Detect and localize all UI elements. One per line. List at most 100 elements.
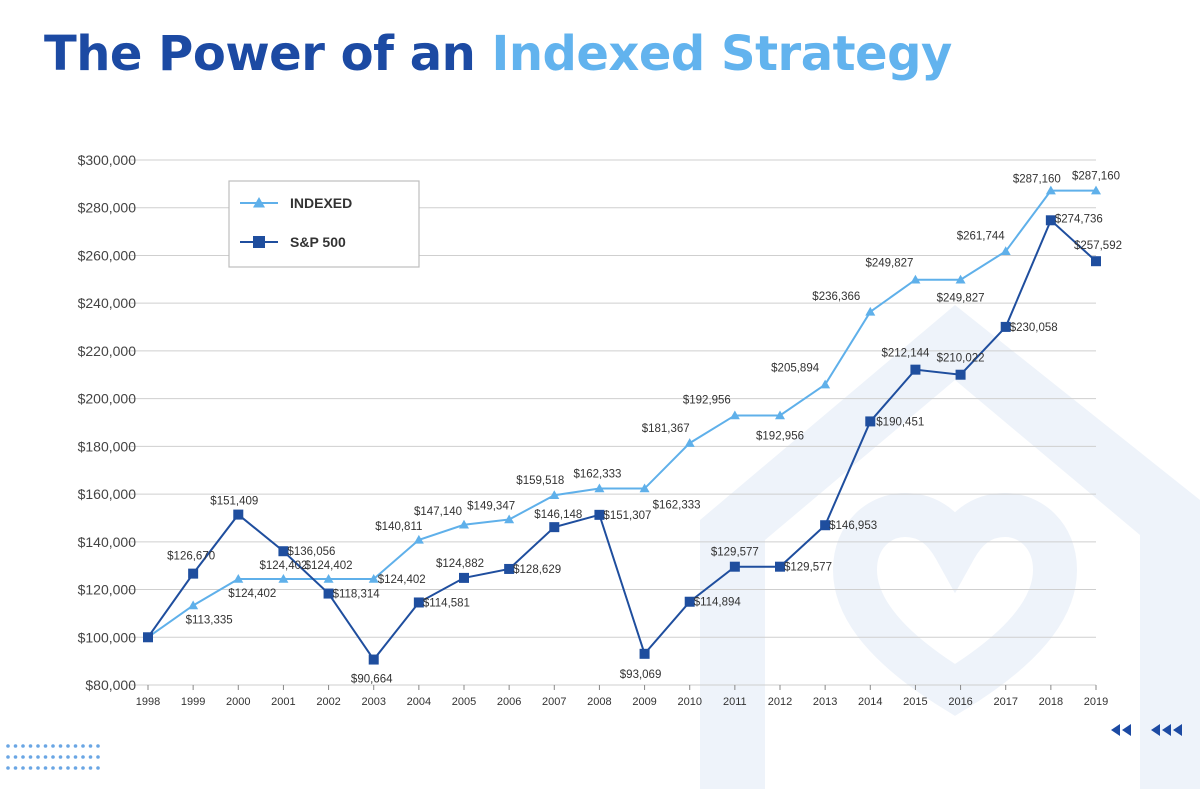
dot <box>43 744 48 748</box>
legend-label: S&P 500 <box>290 234 346 250</box>
sp500-data-point <box>865 416 876 427</box>
indexed-data-label: $205,894 <box>771 363 820 375</box>
indexed-data-point <box>504 514 515 524</box>
indexed-data-point <box>910 274 921 284</box>
legend-square-marker <box>253 236 265 248</box>
y-tick-label: $180,000 <box>78 438 137 454</box>
x-tick-label: 2010 <box>677 696 701 708</box>
dot <box>43 755 48 759</box>
x-tick-label: 2017 <box>993 696 1017 708</box>
title-part-1: The Power of an <box>44 26 476 82</box>
dot <box>66 766 70 770</box>
dot <box>43 766 48 770</box>
dot <box>13 755 18 759</box>
indexed-data-point <box>1091 185 1101 195</box>
indexed-data-point <box>413 534 424 544</box>
indexed-data-label: $140,811 <box>375 521 422 533</box>
sp500-data-point <box>504 563 515 574</box>
sp500-data-label: $126,670 <box>167 551 215 563</box>
sp500-data-point <box>1045 215 1056 226</box>
sp500-data-label: $146,148 <box>534 509 582 521</box>
indexed-series-line <box>147 189 1096 639</box>
indexed-data-point <box>820 379 831 389</box>
title-part-2: Indexed Strategy <box>491 26 952 82</box>
x-tick-label: 2008 <box>587 696 611 708</box>
dot <box>73 755 78 759</box>
x-tick-label: 2016 <box>948 696 972 708</box>
dot <box>51 744 55 748</box>
y-tick-label: $240,000 <box>78 295 137 311</box>
dot <box>6 755 10 759</box>
x-tick-label: 2014 <box>858 696 882 708</box>
legend-box <box>228 180 420 268</box>
indexed-data-point <box>865 306 876 316</box>
legend-triangle-marker <box>253 197 265 208</box>
triple-chevron-left-icon <box>1151 724 1182 736</box>
dot <box>13 744 18 748</box>
indexed-data-label: $124,402 <box>305 560 353 572</box>
indexed-data-label: $159,518 <box>516 475 564 487</box>
x-tick-label: 2002 <box>316 696 340 708</box>
sp500-data-point <box>910 364 921 375</box>
dot <box>81 766 85 770</box>
sp500-data-label: $114,894 <box>694 597 742 609</box>
sp500-data-label: $146,953 <box>829 520 877 532</box>
dot <box>21 755 25 759</box>
indexed-data-point <box>775 410 785 420</box>
indexed-data-point <box>639 483 650 493</box>
legend-label: INDEXED <box>290 195 352 211</box>
x-tick-label: 2012 <box>768 696 792 708</box>
y-tick-label: $100,000 <box>78 629 137 645</box>
chart-legend: INDEXED S&P 500 <box>228 180 420 268</box>
sp500-data-label: $93,069 <box>620 669 662 681</box>
dot <box>81 744 85 748</box>
sp500-data-label: $118,314 <box>333 589 381 601</box>
dot <box>36 755 40 759</box>
sp500-series-line <box>147 218 1097 662</box>
x-tick-label: 2009 <box>632 696 656 708</box>
dot <box>88 755 93 759</box>
sp500-data-point <box>594 509 605 520</box>
x-tick-label: 1999 <box>181 696 205 708</box>
page-title: The Power of an Indexed Strategy <box>44 22 952 86</box>
indexed-data-point <box>233 574 244 583</box>
sp500-data-label: $124,882 <box>436 558 484 570</box>
indexed-data-point <box>278 574 289 583</box>
x-tick-label: 2015 <box>903 696 927 708</box>
x-tick-label: 2011 <box>723 696 747 708</box>
y-tick-label: $220,000 <box>78 343 137 359</box>
x-tick-label: 2005 <box>452 696 476 708</box>
double-chevron-left-icon <box>1111 724 1131 736</box>
indexed-data-label: $149,347 <box>467 501 515 513</box>
y-tick-label: $260,000 <box>78 247 137 263</box>
indexed-data-label: $113,335 <box>186 614 233 626</box>
y-tick-label: $140,000 <box>78 534 137 550</box>
dot <box>96 744 100 748</box>
indexed-data-label: $192,956 <box>683 394 731 406</box>
indexed-data-point <box>729 410 740 420</box>
x-tick-label: 2006 <box>497 696 521 708</box>
house-heart-watermark-icon <box>700 305 1200 789</box>
indexed-data-label: $249,827 <box>865 258 913 270</box>
dot <box>96 766 100 770</box>
dot <box>58 766 63 770</box>
sp500-data-point <box>684 596 695 607</box>
sp500-data-point <box>233 509 244 520</box>
dot <box>28 766 33 770</box>
sp500-data-label: $90,664 <box>351 674 393 686</box>
sp500-data-label: $212,144 <box>881 348 930 360</box>
dot <box>21 766 25 770</box>
dot <box>28 755 33 759</box>
indexed-data-label: $124,402 <box>378 574 426 586</box>
dot <box>73 766 78 770</box>
dot <box>66 755 70 759</box>
indexed-data-point <box>594 483 605 493</box>
sp500-data-label: $114,581 <box>423 597 470 609</box>
dot <box>58 755 63 759</box>
sp500-data-point <box>775 561 785 572</box>
indexed-data-point <box>459 519 469 529</box>
sp500-data-point <box>413 597 424 608</box>
indexed-data-point <box>549 490 560 499</box>
indexed-data-label: $236,366 <box>812 291 860 303</box>
